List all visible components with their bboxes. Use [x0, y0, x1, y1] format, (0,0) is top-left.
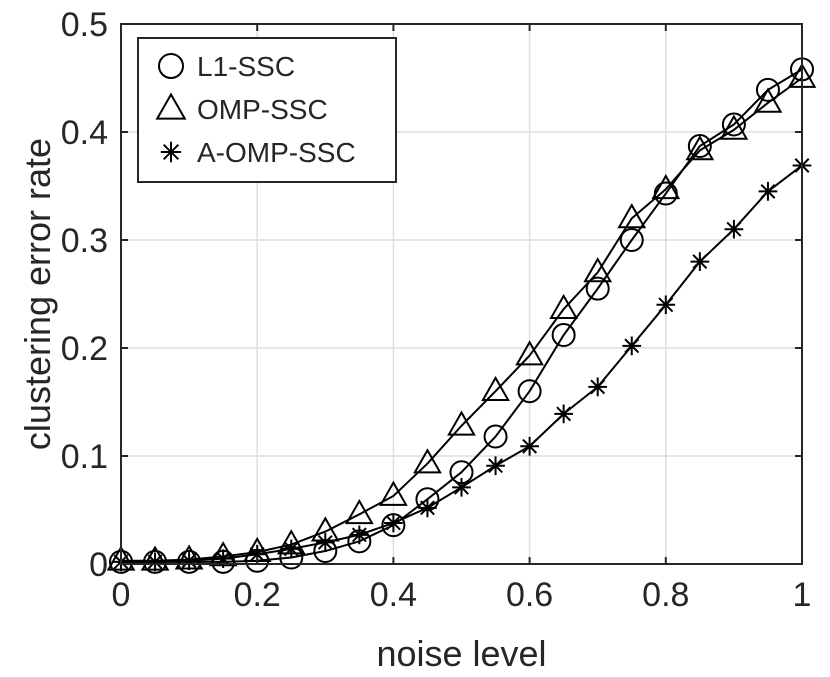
- data-point-omp-ssc: [413, 448, 442, 474]
- x-tick-label: 0.8: [642, 576, 689, 614]
- data-point-l1-ssc: [483, 424, 508, 449]
- legend-label-omp-ssc: OMP-SSC: [197, 94, 328, 125]
- legend: L1-SSC OMP-SSC A-OMP-SSC: [137, 37, 397, 183]
- data-point-l1-ssc: [517, 379, 542, 404]
- series-omp-ssc: [106, 62, 817, 571]
- data-point-omp-ssc: [379, 480, 408, 506]
- data-point-a-omp-ssc: [281, 539, 301, 559]
- data-point-l1-ssc: [585, 276, 610, 301]
- x-tick-label: 1: [793, 576, 812, 614]
- data-point-omp-ssc: [583, 257, 613, 283]
- legend-marker-a-omp-ssc: [160, 141, 182, 163]
- x-tick-label: 0: [112, 576, 131, 614]
- legend-label-l1-ssc: L1-SSC: [197, 51, 295, 82]
- data-point-omp-ssc: [617, 203, 647, 229]
- data-point-l1-ssc: [551, 323, 576, 348]
- series-layer: [106, 57, 817, 574]
- series-line-omp-ssc: [121, 77, 803, 562]
- plot-area-frame: [120, 23, 803, 565]
- data-point-omp-ssc: [651, 173, 681, 200]
- data-point-a-omp-ssc: [418, 498, 437, 518]
- data-point-omp-ssc: [344, 499, 374, 525]
- data-point-a-omp-ssc: [486, 456, 505, 476]
- data-point-a-omp-ssc: [145, 552, 165, 572]
- x-tick-label: 0.4: [370, 576, 417, 614]
- y-tick-label: 0.1: [61, 438, 108, 476]
- data-point-l1-ssc: [619, 228, 644, 252]
- y-tick-label: 0.3: [61, 222, 108, 260]
- data-point-a-omp-ssc: [622, 336, 642, 356]
- x-axis-label: noise level: [376, 633, 546, 674]
- data-point-a-omp-ssc: [315, 533, 335, 552]
- data-point-l1-ssc: [687, 134, 712, 159]
- data-point-omp-ssc: [719, 114, 749, 140]
- data-point-a-omp-ssc: [724, 219, 744, 239]
- data-point-a-omp-ssc: [384, 513, 403, 533]
- data-point-a-omp-ssc: [690, 252, 710, 271]
- y-tick-label: 0.2: [61, 330, 108, 368]
- y-axis-label: clustering error rate: [17, 138, 58, 450]
- data-point-a-omp-ssc: [758, 182, 778, 201]
- data-point-a-omp-ssc: [554, 404, 573, 424]
- y-tick-label: 0.5: [61, 6, 108, 44]
- series-line-a-omp-ssc: [121, 164, 803, 563]
- data-point-a-omp-ssc: [350, 525, 369, 545]
- y-tick-label: 0.4: [61, 114, 108, 152]
- data-point-omp-ssc: [549, 293, 579, 319]
- series-a-omp-ssc: [111, 156, 812, 572]
- legend-marker-l1-ssc: [158, 53, 184, 79]
- data-point-a-omp-ssc: [247, 544, 267, 564]
- legend-marker-omp-ssc: [155, 92, 187, 120]
- data-point-a-omp-ssc: [179, 551, 199, 571]
- data-point-a-omp-ssc: [656, 295, 676, 315]
- y-tick-label: 0: [89, 546, 108, 584]
- data-point-a-omp-ssc: [452, 477, 471, 497]
- legend-label-a-omp-ssc: A-OMP-SSC: [197, 137, 356, 168]
- data-point-omp-ssc: [515, 340, 544, 366]
- data-point-omp-ssc: [481, 375, 510, 402]
- data-point-a-omp-ssc: [213, 549, 233, 568]
- data-point-omp-ssc: [685, 135, 715, 161]
- data-point-l1-ssc: [721, 112, 746, 137]
- data-point-a-omp-ssc: [588, 377, 608, 397]
- data-point-omp-ssc: [447, 410, 476, 436]
- data-point-l1-ssc: [755, 77, 780, 102]
- x-tick-label: 0.6: [506, 576, 553, 614]
- data-point-omp-ssc: [753, 87, 783, 113]
- data-point-a-omp-ssc: [520, 436, 539, 456]
- x-tick-label: 0.2: [234, 576, 281, 614]
- axis-ticks: 0 0.2 0.4 0.6 0.8 1 0 0.1 0.2 0.3 0.4 0.5: [61, 6, 812, 614]
